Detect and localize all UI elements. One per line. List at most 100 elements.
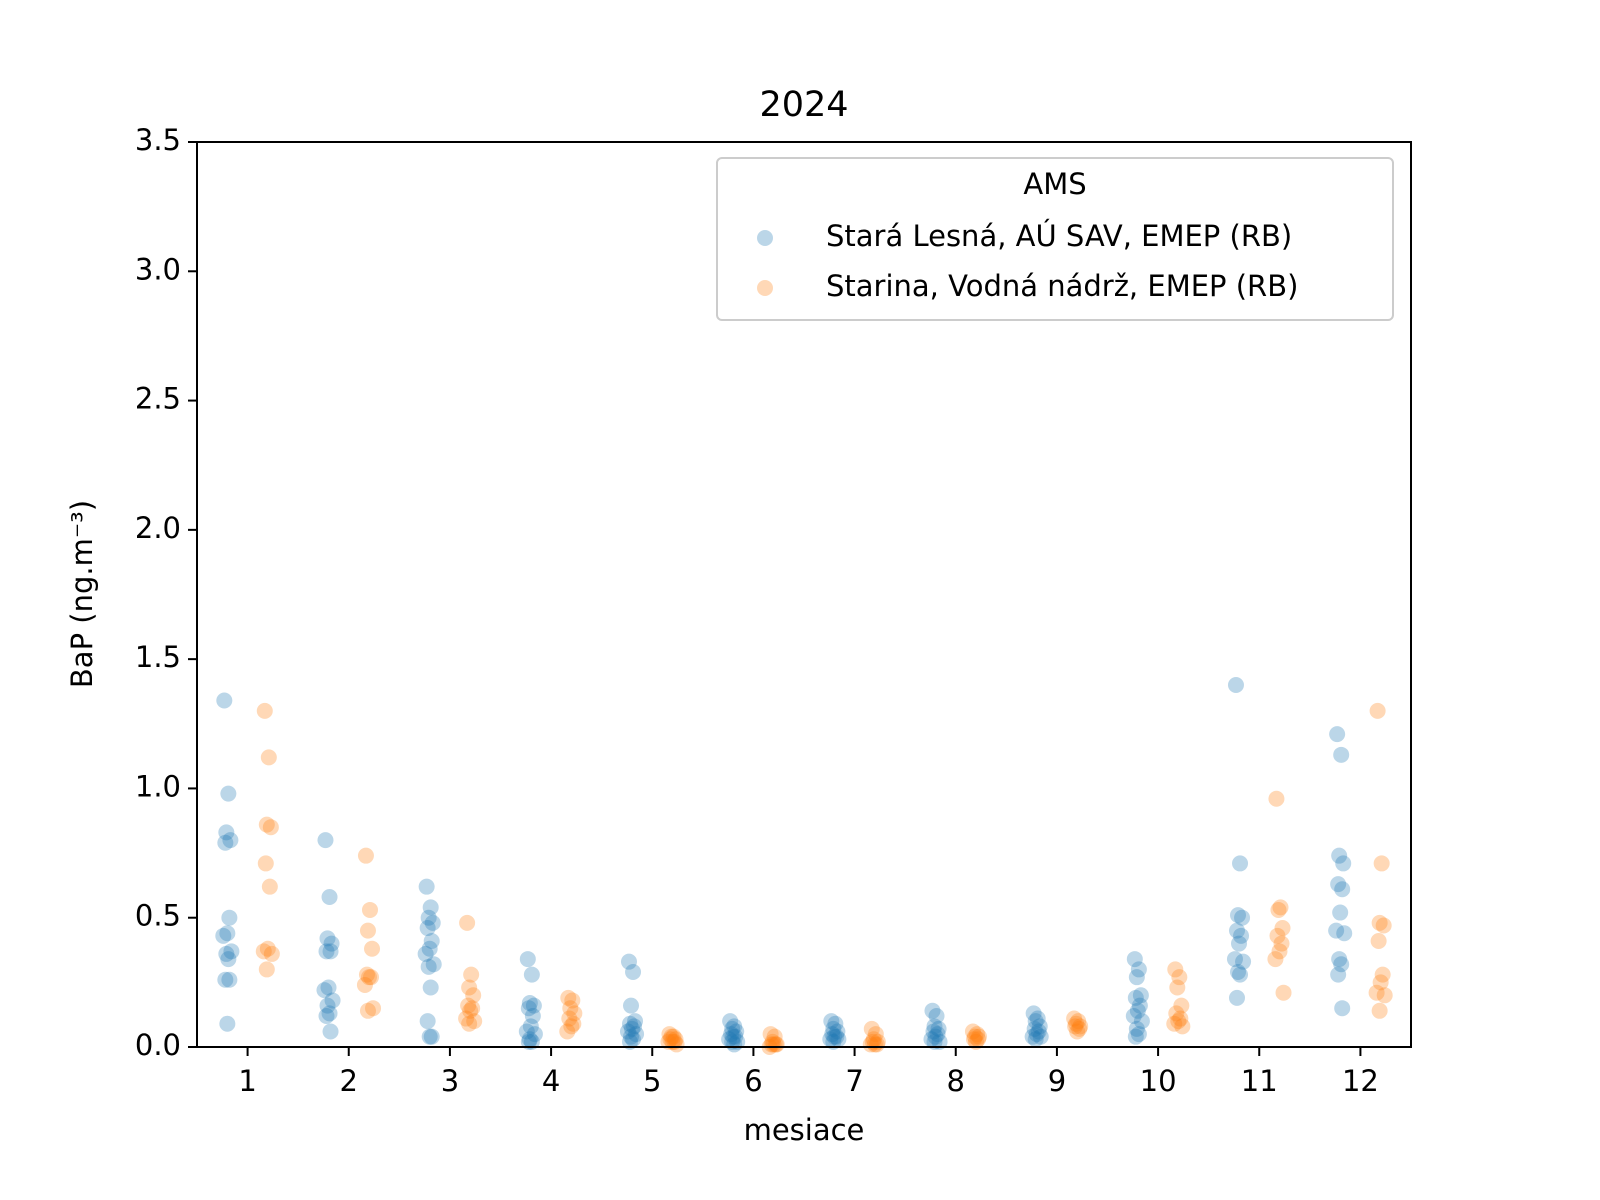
point (931, 1033, 948, 1050)
point (626, 1018, 643, 1035)
point (1330, 966, 1347, 983)
x-tick-label: 10 (1140, 1064, 1177, 1098)
point (560, 989, 577, 1006)
point (217, 971, 234, 988)
point (564, 992, 581, 1009)
point (1173, 997, 1190, 1014)
point (222, 832, 239, 849)
point (627, 1013, 644, 1030)
point (519, 951, 536, 968)
point (1227, 677, 1244, 693)
point (418, 878, 435, 895)
point (566, 1005, 583, 1022)
point (460, 997, 477, 1014)
point (324, 992, 341, 1009)
point (319, 930, 336, 947)
point (668, 1036, 685, 1053)
point (825, 1033, 842, 1050)
point (825, 1020, 842, 1037)
point (1331, 847, 1348, 864)
point (666, 1033, 683, 1050)
point (1029, 1010, 1046, 1027)
point (728, 1023, 745, 1040)
point (1371, 1002, 1388, 1019)
point (1068, 1015, 1085, 1032)
point (828, 1028, 845, 1045)
point (1168, 1005, 1185, 1022)
point (1235, 953, 1252, 970)
point (422, 899, 439, 916)
point (830, 1031, 847, 1048)
point (726, 1036, 743, 1053)
point (220, 785, 237, 802)
point (220, 951, 237, 968)
point (216, 692, 233, 709)
point (257, 855, 274, 872)
point (256, 702, 273, 719)
point (1028, 1026, 1045, 1043)
point (1025, 1005, 1042, 1022)
point (1230, 907, 1247, 924)
point (1131, 997, 1148, 1014)
x-tick-label: 4 (542, 1064, 560, 1098)
point (1330, 876, 1347, 893)
point (1166, 1015, 1183, 1032)
point (1129, 1002, 1146, 1019)
x-tick-label: 6 (744, 1064, 762, 1098)
point (1130, 1026, 1147, 1043)
point (1232, 966, 1249, 983)
point (421, 940, 438, 957)
y-tick-label: 1.0 (135, 769, 181, 803)
point (725, 1028, 742, 1045)
point (364, 940, 381, 957)
point (925, 1023, 942, 1040)
point (320, 979, 337, 996)
point (1127, 1028, 1144, 1045)
point (1333, 746, 1350, 763)
legend-label: Starina, Vodná nádrž, EMEP (RB) (826, 269, 1298, 303)
point (966, 1028, 983, 1045)
x-tick-label: 9 (1048, 1064, 1066, 1098)
point (219, 1015, 236, 1032)
point (722, 1013, 739, 1030)
point (1072, 1018, 1089, 1035)
point (255, 943, 272, 960)
point (218, 945, 235, 962)
point (1067, 1018, 1084, 1035)
point (768, 1036, 785, 1053)
point (1226, 951, 1243, 968)
point (1376, 987, 1393, 1004)
point (221, 971, 238, 988)
point (522, 1018, 539, 1035)
point (1126, 951, 1143, 968)
point (1071, 1020, 1088, 1037)
point (321, 889, 338, 906)
point (1271, 943, 1288, 960)
point (419, 1013, 436, 1030)
y-tick-label: 1.5 (135, 640, 181, 674)
point (317, 832, 334, 849)
point (215, 927, 232, 944)
point (421, 1028, 438, 1045)
point (1132, 987, 1149, 1004)
point (724, 1020, 741, 1037)
x-tick-label: 12 (1342, 1064, 1379, 1098)
point (424, 914, 441, 931)
point (928, 1007, 945, 1024)
y-tick-label: 2.5 (135, 382, 181, 416)
point (316, 982, 333, 999)
point (1172, 1010, 1189, 1027)
point (721, 1031, 738, 1048)
point (1027, 1013, 1044, 1030)
point (624, 1020, 641, 1037)
point (521, 1031, 538, 1048)
point (1031, 1018, 1048, 1035)
point (1368, 984, 1385, 1001)
point (1329, 726, 1346, 743)
point (1371, 914, 1388, 931)
point (762, 1026, 779, 1043)
point (321, 1005, 338, 1022)
point (262, 819, 279, 836)
point (1232, 855, 1249, 872)
